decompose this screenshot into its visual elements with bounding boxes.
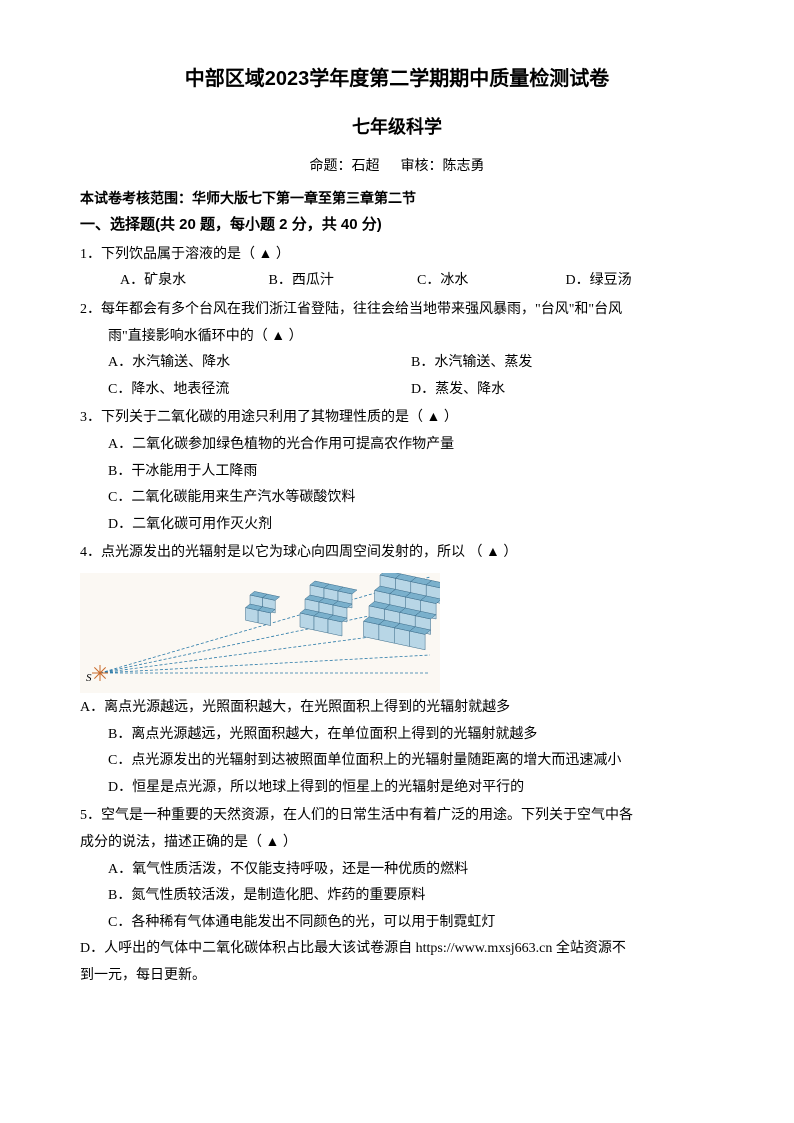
question-5: 5．空气是一种重要的天然资源，在人们的日常生活中有着广泛的用途。下列关于空气中各… <box>80 803 714 989</box>
page-subtitle: 七年级科学 <box>80 110 714 144</box>
q5-stem-line2: 成分的说法，描述正确的是（ ▲ ） <box>80 830 714 857</box>
author-name: 石超 <box>352 159 380 174</box>
q1-opt-b: B．西瓜汁 <box>269 268 418 295</box>
q3-opt-a: A．二氧化碳参加绿色植物的光合作用可提高农作物产量 <box>80 432 714 459</box>
exam-scope: 本试卷考核范围：华师大版七下第一章至第三章第二节 <box>80 185 714 212</box>
q1-stem: 1．下列饮品属于溶液的是（ ▲ ） <box>80 242 714 269</box>
q3-opt-c: C．二氧化碳能用来生产汽水等碳酸饮料 <box>80 485 714 512</box>
q4-opt-c: C．点光源发出的光辐射到达被照面单位面积上的光辐射量随距离的增大而迅速减小 <box>80 748 714 775</box>
q2-opt-c: C．降水、地表径流 <box>108 377 411 404</box>
reviewer-name: 陈志勇 <box>443 159 485 174</box>
q2-opt-d: D．蒸发、降水 <box>411 377 714 404</box>
q1-opt-c: C．冰水 <box>417 268 566 295</box>
question-3: 3．下列关于二氧化碳的用途只利用了其物理性质的是（ ▲ ） A．二氧化碳参加绿色… <box>80 405 714 538</box>
light-source-diagram: S <box>80 573 440 693</box>
q2-stem-line2: 雨"直接影响水循环中的（ ▲ ） <box>80 324 714 351</box>
q2-options-row1: A．水汽输送、降水 B．水汽输送、蒸发 <box>80 350 714 377</box>
q4-opt-d: D．恒星是点光源，所以地球上得到的恒星上的光辐射是绝对平行的 <box>80 775 714 802</box>
authors-line: 命题：石超 审核：陈志勇 <box>80 154 714 181</box>
question-2: 2．每年都会有多个台风在我们浙江省登陆，往往会给当地带来强风暴雨，"台风"和"台… <box>80 297 714 403</box>
q2-options-row2: C．降水、地表径流 D．蒸发、降水 <box>80 377 714 404</box>
q5-opt-d-line2: 到一元，每日更新。 <box>80 963 714 990</box>
q1-opt-a: A．矿泉水 <box>120 268 269 295</box>
section-heading: 一、选择题(共 20 题，每小题 2 分，共 40 分) <box>80 211 714 240</box>
q5-opt-c: C．各种稀有气体通电能发出不同颜色的光，可以用于制霓虹灯 <box>80 910 714 937</box>
q1-options: A．矿泉水 B．西瓜汁 C．冰水 D．绿豆汤 <box>80 268 714 295</box>
q2-stem-line1: 2．每年都会有多个台风在我们浙江省登陆，往往会给当地带来强风暴雨，"台风"和"台… <box>80 297 714 324</box>
diagram-svg: S <box>80 573 440 693</box>
q4-stem: 4．点光源发出的光辐射是以它为球心向四周空间发射的，所以 （ ▲ ） <box>80 540 714 567</box>
q5-stem-line1: 5．空气是一种重要的天然资源，在人们的日常生活中有着广泛的用途。下列关于空气中各 <box>80 803 714 830</box>
q3-opt-d: D．二氧化碳可用作灭火剂 <box>80 512 714 539</box>
svg-text:S: S <box>86 672 92 684</box>
q1-opt-d: D．绿豆汤 <box>566 268 715 295</box>
q5-opt-b: B．氮气性质较活泼，是制造化肥、炸药的重要原料 <box>80 883 714 910</box>
q2-opt-b: B．水汽输送、蒸发 <box>411 350 714 377</box>
q3-opt-b: B．干冰能用于人工降雨 <box>80 459 714 486</box>
q2-opt-a: A．水汽输送、降水 <box>108 350 411 377</box>
q5-opt-d-line1: D．人呼出的气体中二氧化碳体积占比最大该试卷源自 https://www.mxs… <box>80 936 714 963</box>
author-prefix: 命题： <box>310 159 352 174</box>
q5-opt-a: A．氧气性质活泼，不仅能支持呼吸，还是一种优质的燃料 <box>80 857 714 884</box>
question-1: 1．下列饮品属于溶液的是（ ▲ ） A．矿泉水 B．西瓜汁 C．冰水 D．绿豆汤 <box>80 242 714 295</box>
q4-opt-a: A．离点光源越远，光照面积越大，在光照面积上得到的光辐射就越多 <box>80 695 714 722</box>
reviewer-prefix: 审核： <box>401 159 443 174</box>
q3-stem: 3．下列关于二氧化碳的用途只利用了其物理性质的是（ ▲ ） <box>80 405 714 432</box>
page-title: 中部区域2023学年度第二学期期中质量检测试卷 <box>80 60 714 98</box>
question-4: 4．点光源发出的光辐射是以它为球心向四周空间发射的，所以 （ ▲ ） S A．离… <box>80 540 714 801</box>
q4-opt-b: B．离点光源越远，光照面积越大，在单位面积上得到的光辐射就越多 <box>80 722 714 749</box>
